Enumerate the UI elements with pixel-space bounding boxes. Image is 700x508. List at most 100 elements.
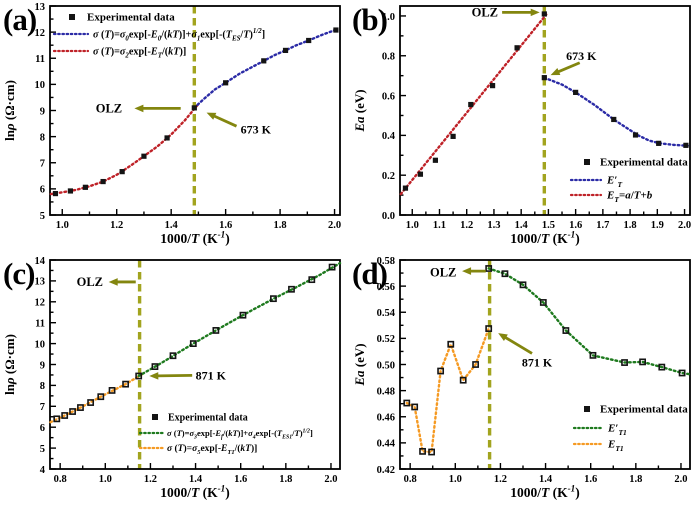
y-tick-label: 9 — [40, 106, 45, 117]
arrow-head-icon — [530, 8, 540, 17]
y-tick-label: 9 — [40, 360, 45, 371]
annotation-871-k: 871 K — [149, 368, 227, 382]
data-point-marker — [151, 363, 159, 370]
fit-curve — [543, 76, 689, 147]
data-point-marker — [428, 448, 435, 456]
axes: 1.0 1.2 1.4 1.6 1.8 2.0 5 6 7 8 9 10 11 12 13 1000/T (K… — [2, 2, 341, 246]
legend-entry-label: Experimental data — [600, 404, 688, 416]
x-tick-label: 1.4 — [165, 220, 179, 231]
arrow-head-icon — [134, 104, 144, 113]
series-ET1-prime — [487, 267, 692, 376]
data-point-marker — [69, 408, 76, 415]
series-experimental — [402, 11, 689, 191]
y-tick-label: 0.2 — [382, 171, 395, 182]
data-point-marker — [67, 188, 74, 194]
data-point-marker — [141, 153, 147, 159]
data-point-marker — [541, 11, 547, 17]
x-tick-label: 1.2 — [144, 474, 157, 485]
arrow-head-icon — [149, 372, 159, 380]
data-point-marker — [169, 352, 177, 360]
x-tick-label: 1.7 — [596, 220, 609, 231]
panel-d-Ea-vs-inverse-T: 0.8 1.0 1.2 1.4 1.6 1.8 2.0 0.42 0.44 0.46 0.48 0.5… — [350, 254, 700, 508]
y-tick-label: 0.44 — [377, 439, 396, 450]
series-fit-low-T — [49, 102, 200, 196]
data-point-marker — [306, 37, 312, 44]
series-fit-low-invT — [49, 372, 145, 424]
data-point-marker — [164, 135, 170, 141]
legend-entry-label: ET=a/T+b — [606, 190, 653, 204]
annotation-olz: OLZ — [472, 6, 540, 20]
data-point-marker — [189, 340, 197, 347]
legend: Experimental data E′T1 ET1 — [572, 404, 688, 453]
data-point-marker — [417, 171, 424, 177]
x-tick-label: 1.3 — [487, 220, 500, 231]
y-tick-label: 7 — [40, 402, 45, 413]
y-tick-label: 8 — [40, 132, 45, 143]
y-tick-label: 0.52 — [377, 334, 395, 345]
legend-entry-label: σ (T)=σ5exp[-ET1/(kT)] — [167, 443, 257, 456]
data-point-marker — [514, 45, 520, 51]
legend-entry-label: Experimental data — [168, 412, 248, 423]
annotation-673-k: 673 K — [550, 49, 597, 76]
y-tick-label: 0.8 — [382, 52, 395, 63]
data-point-marker — [308, 276, 316, 284]
legend-entry-label: E′T — [606, 175, 622, 189]
y-tick-label: 12 — [35, 28, 46, 39]
annotation-text: OLZ — [96, 102, 122, 116]
y-tick-label: 14 — [35, 256, 46, 267]
arrow-head-icon — [108, 278, 118, 286]
panel-b-Ea-vs-inverse-T: 1.0 1.1 1.2 1.3 1.4 1.5 1.6 1.7 1.8 1.9 2.0 0.0 0.2 0… — [350, 0, 700, 254]
data-point-marker — [472, 361, 480, 368]
y-tick-label: 13 — [35, 2, 46, 13]
data-point-marker — [621, 359, 628, 366]
legend-marker-square — [584, 406, 590, 412]
y-tick-label: 0.56 — [377, 282, 395, 293]
data-point-marker — [683, 142, 689, 148]
x-tick-label: 1.6 — [234, 474, 247, 485]
data-point-marker — [468, 101, 474, 108]
y-axis-title: lnρ (Ω·cm) — [2, 334, 17, 395]
plot-c: 0.8 1.0 1.2 1.4 1.6 1.8 2.0 4 5 6 7 8 9 10 11 12 13 14 100… — [2, 256, 342, 500]
panel-c-lnrho-vs-inverse-T: 0.8 1.0 1.2 1.4 1.6 1.8 2.0 4 5 6 7 8 9 10 11 12 13 14 100… — [0, 254, 350, 508]
y-axis-title: Ea (eV) — [352, 343, 367, 386]
data-point-marker — [61, 412, 69, 419]
fit-curve — [399, 13, 548, 196]
data-point-marker — [639, 358, 647, 366]
x-tick-label: 1.6 — [569, 220, 582, 231]
x-tick-label: 1.2 — [494, 474, 507, 485]
x-axis-title: 1000/T (K-1) — [510, 229, 580, 246]
y-tick-label: 12 — [35, 298, 46, 309]
y-tick-label: 13 — [35, 277, 46, 288]
arrow-shaft — [212, 114, 238, 128]
legend-entry-label: σ (T)=σ3exp[-Ef/(kT)]+σ4exp[-(TES1/T)1/2… — [167, 428, 313, 441]
y-tick-label: 0.46 — [377, 413, 395, 424]
annotation-871-k: 871 K — [498, 333, 553, 370]
y-tick-label: 4 — [40, 465, 46, 476]
x-tick-label: 0.8 — [404, 474, 417, 485]
data-point-marker — [437, 367, 445, 375]
data-point-marker — [403, 399, 411, 407]
y-tick-label: 0.4 — [382, 131, 396, 142]
x-tick-label: 1.4 — [515, 220, 529, 231]
data-point-marker — [135, 372, 143, 380]
y-tick-label: 1.0 — [382, 12, 395, 23]
legend-marker-square — [152, 414, 158, 420]
data-point-marker — [459, 376, 467, 384]
series-fit-high-T — [193, 27, 339, 110]
data-point-marker — [402, 185, 409, 191]
data-point-marker — [611, 116, 617, 123]
y-axis-title: Ea (eV) — [352, 89, 367, 132]
legend-entry-label: σ (T)=σ2exp[-ET/(kT)] — [93, 46, 186, 59]
data-point-marker — [485, 265, 493, 272]
series-ET1 — [405, 327, 490, 454]
data-point-marker — [678, 369, 686, 377]
data-point-marker — [328, 263, 336, 271]
data-point-marker — [501, 270, 509, 278]
x-tick-label: 2.0 — [324, 474, 337, 485]
y-tick-label: 0.6 — [382, 91, 395, 102]
fit-curve — [487, 267, 692, 376]
x-tick-label: 1.8 — [279, 474, 292, 485]
data-point-marker — [450, 133, 456, 139]
data-point-marker — [419, 447, 426, 455]
